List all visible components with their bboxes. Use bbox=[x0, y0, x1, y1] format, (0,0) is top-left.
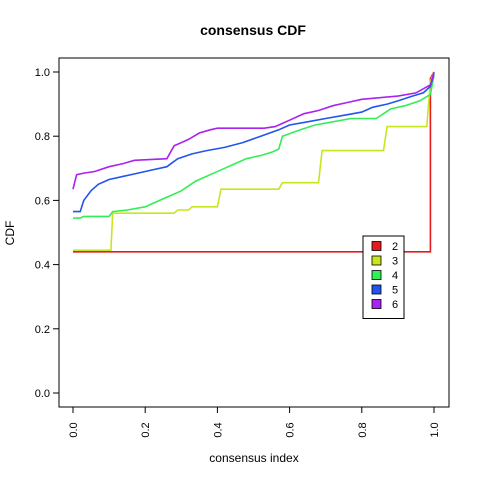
legend-label-3: 3 bbox=[392, 256, 398, 268]
legend-label-2: 2 bbox=[392, 241, 398, 253]
x-axis: 0.0 0.2 0.4 0.6 0.8 1.0 bbox=[68, 406, 441, 438]
y-tick-label: 0.0 bbox=[35, 388, 50, 400]
x-tick-label: 0.4 bbox=[212, 422, 224, 437]
y-tick-label: 0.8 bbox=[35, 131, 50, 143]
y-axis: 0.0 0.2 0.4 0.6 0.8 1.0 bbox=[35, 67, 60, 400]
series-line-4 bbox=[73, 75, 435, 219]
series-line-3 bbox=[73, 71, 435, 251]
y-tick-label: 0.4 bbox=[35, 260, 50, 272]
x-tick-label: 0.6 bbox=[285, 422, 297, 437]
legend-swatch-3 bbox=[371, 255, 382, 266]
x-tick-label: 0.0 bbox=[68, 422, 80, 437]
legend-swatch-4 bbox=[371, 270, 382, 280]
series-line-6 bbox=[72, 71, 435, 190]
plot-frame bbox=[58, 57, 450, 408]
legend-swatch-6 bbox=[371, 299, 382, 309]
x-tick-label: 0.8 bbox=[357, 422, 369, 437]
legend: 2 3 4 5 6 bbox=[362, 235, 405, 319]
legend-label-5: 5 bbox=[392, 285, 398, 297]
series-line-5 bbox=[73, 73, 435, 213]
legend-box bbox=[362, 235, 405, 319]
legend-swatch-5 bbox=[371, 284, 382, 295]
x-axis-label: consensus index bbox=[209, 451, 298, 465]
series-layer bbox=[72, 71, 435, 253]
chart-title: consensus CDF bbox=[200, 22, 306, 38]
y-tick-label: 1.0 bbox=[35, 67, 50, 79]
legend-label-4: 4 bbox=[392, 270, 398, 282]
legend-swatch-2 bbox=[371, 241, 382, 251]
x-tick-label: 0.2 bbox=[140, 422, 152, 437]
legend-label-6: 6 bbox=[392, 299, 398, 311]
y-tick-label: 0.2 bbox=[35, 324, 50, 336]
y-axis-label: CDF bbox=[3, 221, 17, 246]
y-tick-label: 0.6 bbox=[35, 195, 50, 207]
x-tick-label: 1.0 bbox=[429, 422, 441, 437]
